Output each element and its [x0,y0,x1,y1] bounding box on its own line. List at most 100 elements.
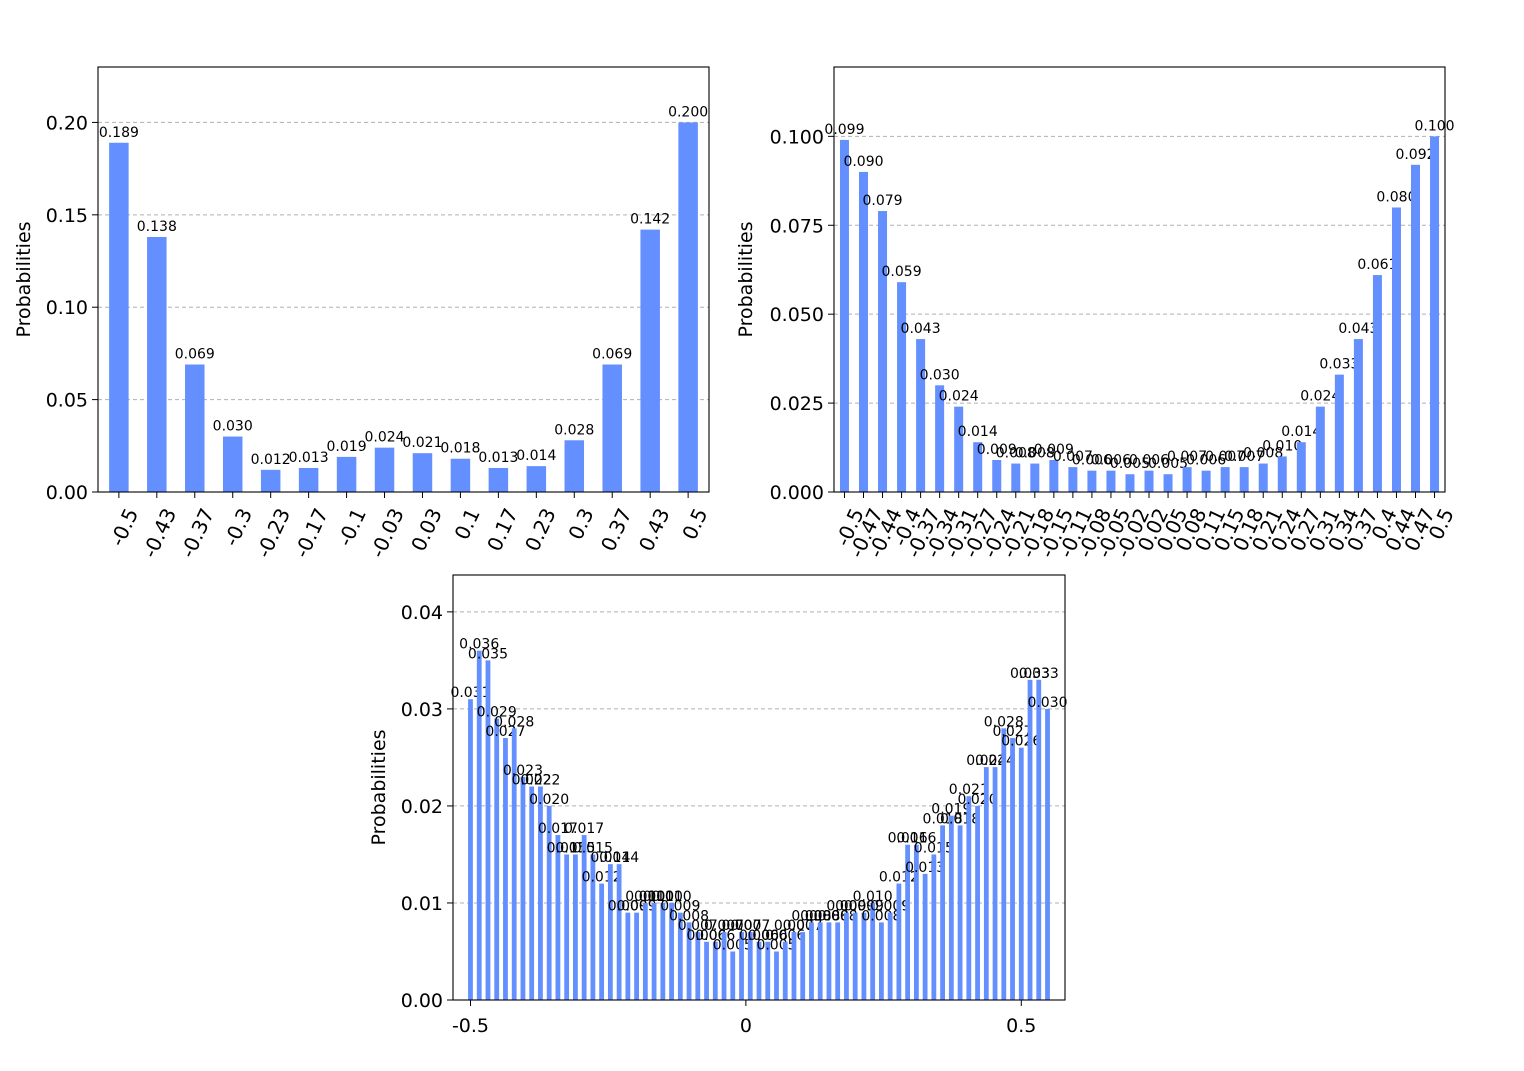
bar-value-label: 0.027 [992,724,1032,740]
bar [564,854,570,1000]
bar [992,767,998,1000]
bar [298,467,319,492]
bar [1106,470,1116,492]
y-tick-label: 0.03 [401,699,443,721]
x-tick-label: -0.5 [105,504,143,550]
bar-value-label: 0.030 [1027,695,1067,711]
x-tick-label: -0.17 [289,504,333,561]
x-tick-label: -0.23 [251,504,295,561]
bar [1372,275,1382,492]
bar [1087,470,1097,492]
bar [1201,470,1211,492]
bar [1315,406,1325,492]
bar [651,902,657,1000]
bar-value-label: 0.035 [468,646,508,662]
bar [336,456,357,492]
bar [1030,463,1040,492]
bar-value-label: 0.009 [660,899,700,915]
y-tick-label: 0.15 [46,205,88,227]
bar [913,844,919,1000]
bar [1018,747,1024,1000]
bar-value-label: 0.029 [477,705,517,721]
y-tick-label: 0.075 [770,215,824,237]
bar-value-label: 0.090 [843,154,883,170]
bar [835,922,841,1000]
bar [879,922,884,1000]
y-tick-label: 0.10 [46,297,88,319]
x-tick-label: 0.23 [520,504,561,555]
bar [573,854,578,1000]
bar-value-label: 0.099 [824,122,864,138]
bar-value-label: 0.018 [940,811,980,827]
bar-value-label: 0.014 [516,448,556,464]
bar [695,932,701,1000]
bar-value-label: 0.024 [966,753,1006,769]
bar [954,406,964,492]
y-tick-label: 0.02 [401,796,443,818]
bar-value-label: 0.021 [949,782,989,798]
bar-value-label: 0.005 [1110,456,1150,472]
y-tick-label: 0.05 [46,390,88,412]
bar-value-label: 0.028 [494,714,534,730]
bar [916,339,926,492]
x-tick-label: -0.5 [452,1015,489,1037]
bar [859,171,869,492]
bar [1334,374,1344,492]
bar-value-label: 0.008 [669,908,709,924]
bar [185,364,205,492]
bar-value-label: 0.092 [1395,147,1435,163]
bar [468,699,473,1000]
bar-value-label: 0.007 [721,918,761,934]
bar [800,932,806,1000]
bar-value-label: 0.018 [440,441,480,457]
bar [861,912,867,1000]
bar-value-label: 0.007 [1205,449,1245,465]
bar [1410,164,1420,492]
bar-value-label: 0.030 [213,419,253,435]
bar-value-label: 0.043 [1338,321,1378,337]
bar [602,364,622,492]
bar [897,282,907,492]
bar-value-label: 0.012 [251,452,291,468]
bar [1258,463,1268,492]
y-tick-label: 0.00 [46,482,88,504]
y-axis-label: Probabilities [735,221,757,337]
x-tick-label: -0.1 [333,504,371,550]
bar [450,458,471,492]
bar-value-label: 0.059 [882,264,922,280]
bar-value-label: 0.019 [327,439,367,455]
bar [538,786,543,1000]
bar [222,436,243,492]
bar-value-label: 0.010 [643,889,683,905]
bar-value-label: 0.013 [478,450,518,466]
bar [739,932,744,1000]
bar [1296,442,1306,492]
bar-value-label: 0.006 [748,928,788,944]
bar [640,229,660,492]
bar [747,932,753,1000]
bar-value-label: 0.010 [652,889,692,905]
bar [973,442,983,492]
y-tick-label: 0.025 [770,393,824,415]
bar [488,467,509,492]
bar-value-label: 0.006 [1186,453,1226,469]
bar-value-label: 0.007 [730,918,770,934]
x-tick-label: 0.1 [450,504,485,543]
bar-value-label: 0.080 [1376,189,1416,205]
bar-value-label: 0.024 [1300,389,1340,405]
bar [678,122,698,492]
bar-value-label: 0.009 [835,899,875,915]
bar [546,805,552,1000]
bar-value-label: 0.009 [1034,442,1074,458]
bar-value-label: 0.026 [1001,734,1041,750]
bar-value-label: 0.008 [800,908,840,924]
x-tick-label: -0.03 [365,504,409,561]
bar [1045,708,1050,1000]
bar [564,440,585,492]
bar-value-label: 0.007 [1224,449,1264,465]
bar [526,466,547,492]
bar-value-label: 0.009 [826,899,866,915]
bar [935,385,945,492]
bar-value-label: 0.007 [774,918,814,934]
